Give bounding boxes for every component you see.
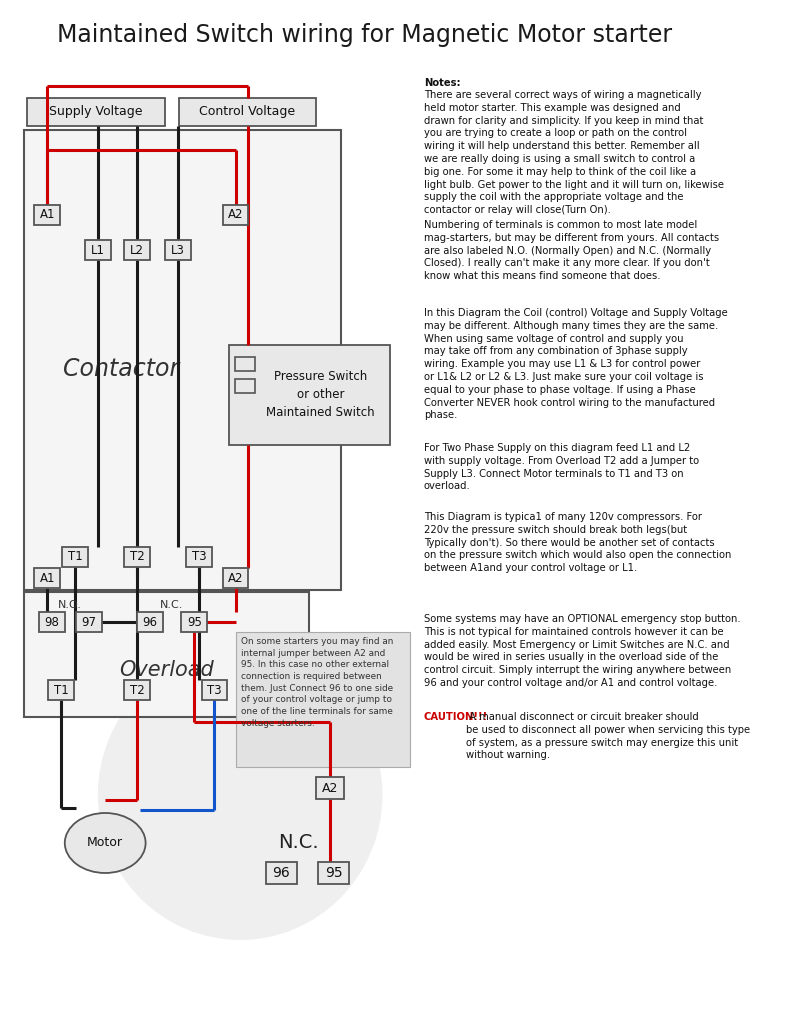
Bar	[236, 632, 410, 767]
FancyBboxPatch shape	[62, 547, 88, 567]
Text: A1: A1	[40, 571, 55, 585]
Text: L2: L2	[131, 244, 144, 256]
Bar	[25, 592, 309, 717]
Text: This Diagram is typica1 of many 120v compressors. For
220v the pressure switch s: This Diagram is typica1 of many 120v com…	[424, 512, 731, 573]
Bar	[235, 357, 255, 371]
Text: In this Diagram the Coil (control) Voltage and Supply Voltage
may be different. : In this Diagram the Coil (control) Volta…	[424, 308, 728, 421]
Text: Pressure Switch
or other
Maintained Switch: Pressure Switch or other Maintained Swit…	[267, 371, 375, 420]
Text: T3: T3	[207, 683, 221, 696]
Bar	[25, 130, 341, 590]
Text: Overload: Overload	[119, 659, 214, 680]
FancyBboxPatch shape	[48, 680, 74, 700]
Bar	[229, 345, 390, 445]
Bar	[179, 98, 316, 126]
Text: On some starters you may find an
internal jumper between A2 and
95. In this case: On some starters you may find an interna…	[241, 637, 393, 728]
Text: Numbering of terminals is common to most late model
mag-starters, but may be dif: Numbering of terminals is common to most…	[424, 220, 719, 282]
FancyBboxPatch shape	[35, 568, 60, 588]
Text: A manual disconnect or circuit breaker should
be used to disconnect all power wh: A manual disconnect or circuit breaker s…	[466, 712, 750, 761]
Text: 98: 98	[44, 615, 59, 629]
Text: Supply Voltage: Supply Voltage	[49, 105, 142, 119]
Bar	[27, 98, 165, 126]
Text: T2: T2	[130, 551, 145, 563]
Text: A2: A2	[228, 209, 244, 221]
FancyBboxPatch shape	[202, 680, 227, 700]
Text: 96: 96	[273, 866, 290, 880]
FancyBboxPatch shape	[223, 205, 248, 225]
Text: T1: T1	[54, 683, 69, 696]
FancyBboxPatch shape	[223, 568, 248, 588]
Bar	[235, 379, 255, 393]
Text: 96: 96	[142, 615, 157, 629]
Text: T3: T3	[191, 551, 206, 563]
Text: N.C.: N.C.	[278, 834, 318, 853]
FancyBboxPatch shape	[186, 547, 212, 567]
FancyBboxPatch shape	[181, 612, 207, 632]
Text: Some systems may have an OPTIONAL emergency stop button.
This is not typical for: Some systems may have an OPTIONAL emerge…	[424, 614, 740, 688]
Text: There are several correct ways of wiring a magnetically
held motor starter. This: There are several correct ways of wiring…	[424, 90, 724, 215]
FancyBboxPatch shape	[138, 612, 163, 632]
FancyBboxPatch shape	[266, 862, 297, 884]
FancyBboxPatch shape	[85, 240, 111, 260]
FancyBboxPatch shape	[124, 680, 150, 700]
Text: T1: T1	[67, 551, 82, 563]
FancyBboxPatch shape	[165, 240, 191, 260]
Text: A2: A2	[228, 571, 244, 585]
Text: 97: 97	[81, 615, 97, 629]
Text: N.O.: N.O.	[59, 600, 82, 610]
Text: T2: T2	[130, 683, 145, 696]
Text: N.C.: N.C.	[160, 600, 183, 610]
Ellipse shape	[98, 650, 383, 940]
FancyBboxPatch shape	[318, 862, 350, 884]
Text: L3: L3	[171, 244, 184, 256]
Ellipse shape	[65, 813, 146, 873]
FancyBboxPatch shape	[316, 777, 344, 799]
Text: Notes:: Notes:	[424, 78, 460, 88]
Text: Motor: Motor	[87, 837, 123, 850]
Text: A1: A1	[40, 209, 55, 221]
FancyBboxPatch shape	[124, 240, 150, 260]
FancyBboxPatch shape	[35, 205, 60, 225]
FancyBboxPatch shape	[76, 612, 101, 632]
Text: Maintained Switch wiring for Magnetic Motor starter: Maintained Switch wiring for Magnetic Mo…	[57, 23, 672, 47]
Text: CAUTION!!!: CAUTION!!!	[424, 712, 488, 722]
Text: L1: L1	[91, 244, 105, 256]
Text: Control Voltage: Control Voltage	[199, 105, 296, 119]
FancyBboxPatch shape	[39, 612, 65, 632]
Text: 95: 95	[187, 615, 202, 629]
FancyBboxPatch shape	[124, 547, 150, 567]
Text: Contactor: Contactor	[62, 357, 179, 381]
Text: A2: A2	[322, 781, 339, 795]
Text: 95: 95	[325, 866, 343, 880]
Text: For Two Phase Supply on this diagram feed L1 and L2
with supply voltage. From Ov: For Two Phase Supply on this diagram fee…	[424, 443, 699, 492]
